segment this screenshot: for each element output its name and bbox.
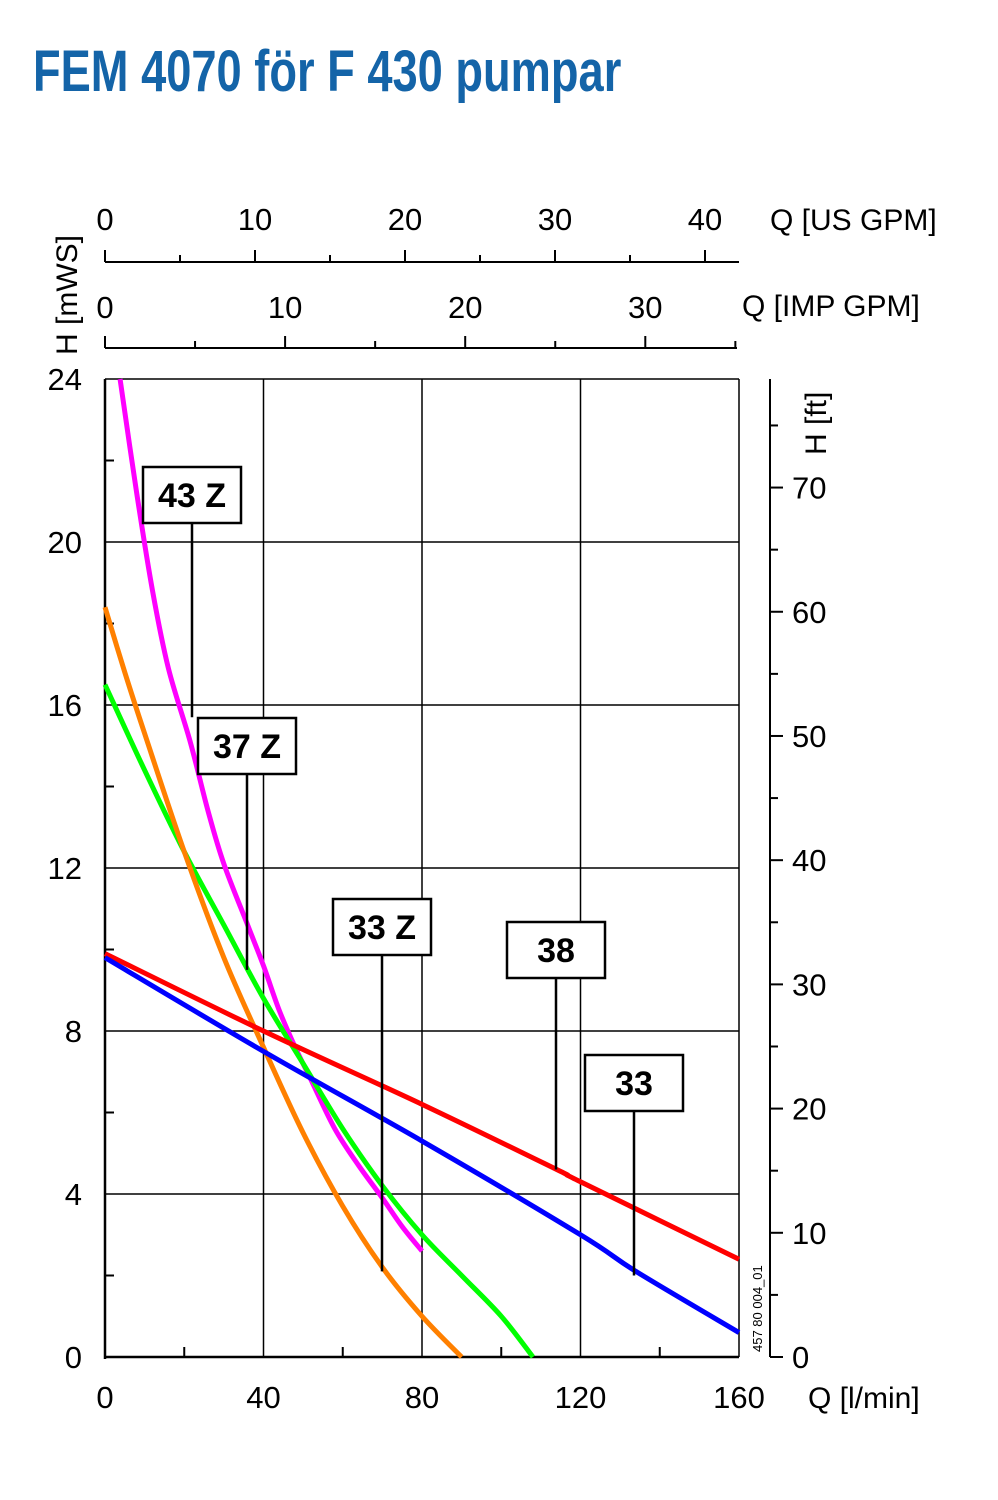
- imp-gpm-tick-label: 0: [96, 290, 113, 325]
- label-box: [141, 465, 243, 525]
- ft-tick-label: 70: [792, 471, 826, 506]
- label-box: [331, 897, 433, 957]
- y-tick-label: 0: [65, 1340, 82, 1375]
- y-tick-label: 24: [48, 362, 82, 397]
- curve-label-33-z: 33 Z: [331, 897, 433, 1272]
- ft-tick-label: 60: [792, 595, 826, 630]
- us-gpm-tick-label: 40: [688, 202, 722, 237]
- label-text: 33: [615, 1065, 653, 1103]
- x-tick-label: 0: [96, 1380, 113, 1415]
- label-box: [196, 716, 298, 776]
- label-text: 38: [537, 932, 575, 970]
- curve-label-43-z: 43 Z: [141, 465, 243, 718]
- imp-gpm-tick-label: 20: [448, 290, 482, 325]
- imp-gpm-tick-label: 30: [628, 290, 662, 325]
- label-text: 43 Z: [158, 477, 226, 515]
- drawing-id: 457 80 004_01: [750, 1265, 765, 1352]
- us-gpm-tick-label: 20: [388, 202, 422, 237]
- curve-43-z: [117, 378, 424, 1253]
- y-tick-label: 12: [48, 851, 82, 886]
- x-tick-label: 120: [555, 1380, 607, 1415]
- curve-37-z: [102, 683, 535, 1359]
- ft-tick-label: 10: [792, 1216, 826, 1251]
- ft-tick-label: 50: [792, 719, 826, 754]
- y-tick-label: 4: [65, 1177, 82, 1212]
- imp-gpm-tick-label: 10: [268, 290, 302, 325]
- ft-tick-label: 40: [792, 843, 826, 878]
- label-box: [583, 1053, 685, 1113]
- label-text: 37 Z: [213, 728, 281, 766]
- ft-tick-label: 0: [792, 1340, 809, 1375]
- us-gpm-tick-label: 30: [538, 202, 572, 237]
- y-tick-label: 8: [65, 1014, 82, 1049]
- label-box: [505, 920, 607, 980]
- ft-tick-label: 20: [792, 1092, 826, 1127]
- curve-label-33: 33: [583, 1053, 685, 1276]
- curve-label-37-z: 37 Z: [196, 716, 298, 970]
- page-title: FEM 4070 för F 430 pumpar: [33, 39, 622, 104]
- ft-axis-title: H [ft]: [800, 392, 833, 455]
- imp-gpm-axis-title: Q [IMP GPM]: [742, 290, 920, 323]
- ft-tick-label: 30: [792, 967, 826, 1002]
- y-tick-label: 16: [48, 688, 82, 723]
- us-gpm-tick-label: 10: [238, 202, 272, 237]
- y-tick-label: 20: [48, 525, 82, 560]
- curve-33: [103, 955, 741, 1335]
- us-gpm-tick-label: 0: [96, 202, 113, 237]
- curve-label-38: 38: [505, 920, 607, 1170]
- x-tick-label: 80: [405, 1380, 439, 1415]
- label-text: 33 Z: [348, 909, 416, 947]
- curve-38: [103, 951, 741, 1262]
- x-tick-label: 160: [713, 1380, 765, 1415]
- y-axis-title: H [mWS]: [51, 235, 84, 355]
- x-tick-label: 40: [246, 1380, 280, 1415]
- us-gpm-axis-title: Q [US GPM]: [770, 204, 937, 237]
- x-axis-title: Q [l/min]: [808, 1382, 920, 1415]
